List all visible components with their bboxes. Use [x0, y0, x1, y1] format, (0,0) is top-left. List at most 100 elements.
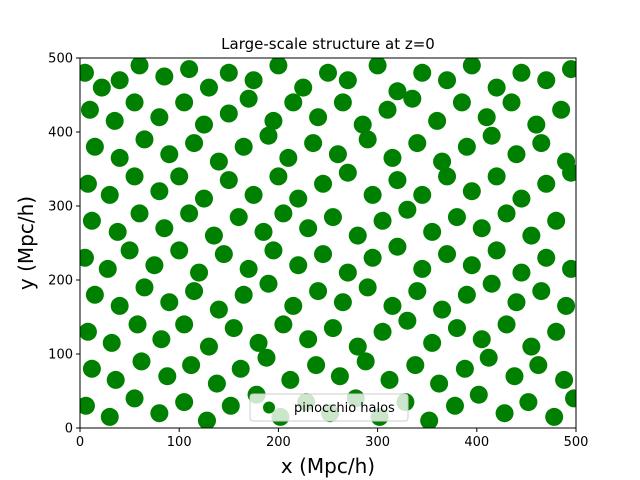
- halo-point: [529, 356, 548, 375]
- halo-point: [512, 63, 531, 82]
- halo-point: [125, 389, 144, 408]
- halo-point: [497, 204, 516, 223]
- halo-point: [547, 322, 566, 341]
- halo-point: [338, 263, 357, 282]
- halo-point: [323, 319, 342, 338]
- halo-point: [209, 152, 228, 171]
- halo-point: [80, 100, 99, 119]
- halo-point: [98, 259, 117, 278]
- x-tick-label: 400: [464, 435, 489, 450]
- halo-point: [552, 100, 571, 119]
- halo-point: [85, 137, 104, 156]
- halo-point: [314, 174, 333, 193]
- halo-point: [150, 182, 169, 201]
- halo-point: [289, 189, 308, 208]
- x-tick-label: 0: [76, 435, 84, 450]
- x-tick-label: 100: [167, 435, 192, 450]
- halo-point: [323, 208, 342, 227]
- halo-point: [462, 58, 481, 75]
- halo-point: [175, 315, 194, 334]
- halo-point: [423, 333, 442, 352]
- halo-point: [170, 241, 189, 260]
- y-tick-label: 100: [48, 348, 73, 363]
- halo-point: [269, 58, 288, 75]
- halo-point: [472, 330, 491, 349]
- halo-point: [545, 407, 564, 426]
- halo-point: [562, 60, 576, 79]
- halo-point: [130, 204, 149, 223]
- halo-point: [234, 137, 253, 156]
- halo-point: [155, 67, 174, 86]
- halo-point: [274, 315, 293, 334]
- halo-point: [221, 396, 240, 415]
- halo-point: [209, 300, 228, 319]
- halo-point: [244, 71, 263, 90]
- halo-point: [388, 82, 407, 101]
- halo-point: [239, 89, 258, 108]
- legend-box: [249, 393, 409, 422]
- halo-point: [527, 115, 546, 134]
- points-layer: [80, 58, 576, 428]
- halo-point: [108, 222, 127, 241]
- halo-point: [353, 115, 372, 134]
- halo-point: [158, 367, 177, 386]
- halo-point: [85, 285, 104, 304]
- halo-point: [562, 163, 576, 182]
- halo-point: [423, 222, 442, 241]
- halo-point: [264, 241, 283, 260]
- halo-point: [279, 148, 298, 167]
- halo-point: [307, 356, 326, 375]
- halo-point: [319, 63, 337, 82]
- halo-point: [105, 111, 124, 130]
- halo-point: [413, 63, 432, 82]
- halo-point: [505, 367, 524, 386]
- plot-frame: [79, 57, 577, 429]
- halo-point: [152, 330, 171, 349]
- halo-point: [378, 100, 397, 119]
- halo-point: [257, 348, 276, 367]
- halo-point: [102, 333, 121, 352]
- legend-marker: [263, 401, 275, 414]
- halo-point: [562, 259, 576, 278]
- halo-point: [408, 134, 427, 153]
- halo-point: [229, 208, 248, 227]
- halo-point: [555, 370, 574, 389]
- halo-point: [522, 226, 541, 245]
- halo-point: [150, 404, 169, 423]
- halo-point: [92, 78, 111, 97]
- halo-point: [380, 370, 399, 389]
- halo-point: [522, 337, 541, 356]
- halo-point: [363, 185, 382, 204]
- halo-point: [358, 278, 377, 297]
- halo-point: [100, 407, 119, 426]
- halo-point: [330, 367, 349, 386]
- halo-point: [430, 374, 449, 393]
- legend: pinocchio halos: [249, 393, 409, 422]
- halo-point: [264, 111, 283, 130]
- y-axis-label: y (Mpc/h): [14, 196, 38, 290]
- chart-title: Large-scale structure at z=0: [221, 35, 435, 53]
- halo-point: [207, 374, 226, 393]
- x-tick-label: 300: [365, 435, 390, 450]
- halo-point: [338, 163, 357, 182]
- halo-point: [479, 348, 498, 367]
- halo-point: [406, 356, 425, 375]
- halo-point: [185, 134, 204, 153]
- halo-point: [519, 393, 538, 412]
- halo-point: [195, 189, 213, 208]
- halo-point: [338, 71, 357, 90]
- halo-point: [289, 256, 308, 275]
- halo-point: [197, 411, 216, 428]
- halo-point: [497, 315, 516, 334]
- halo-point: [482, 126, 501, 145]
- halo-point: [512, 263, 531, 282]
- halo-point: [358, 130, 377, 149]
- halo-point: [80, 396, 95, 415]
- halo-point: [408, 282, 427, 301]
- halo-point: [132, 352, 151, 371]
- halo-point: [100, 185, 119, 204]
- halo-point: [182, 356, 201, 375]
- y-tick-label: 200: [48, 274, 73, 289]
- halo-point: [135, 130, 154, 149]
